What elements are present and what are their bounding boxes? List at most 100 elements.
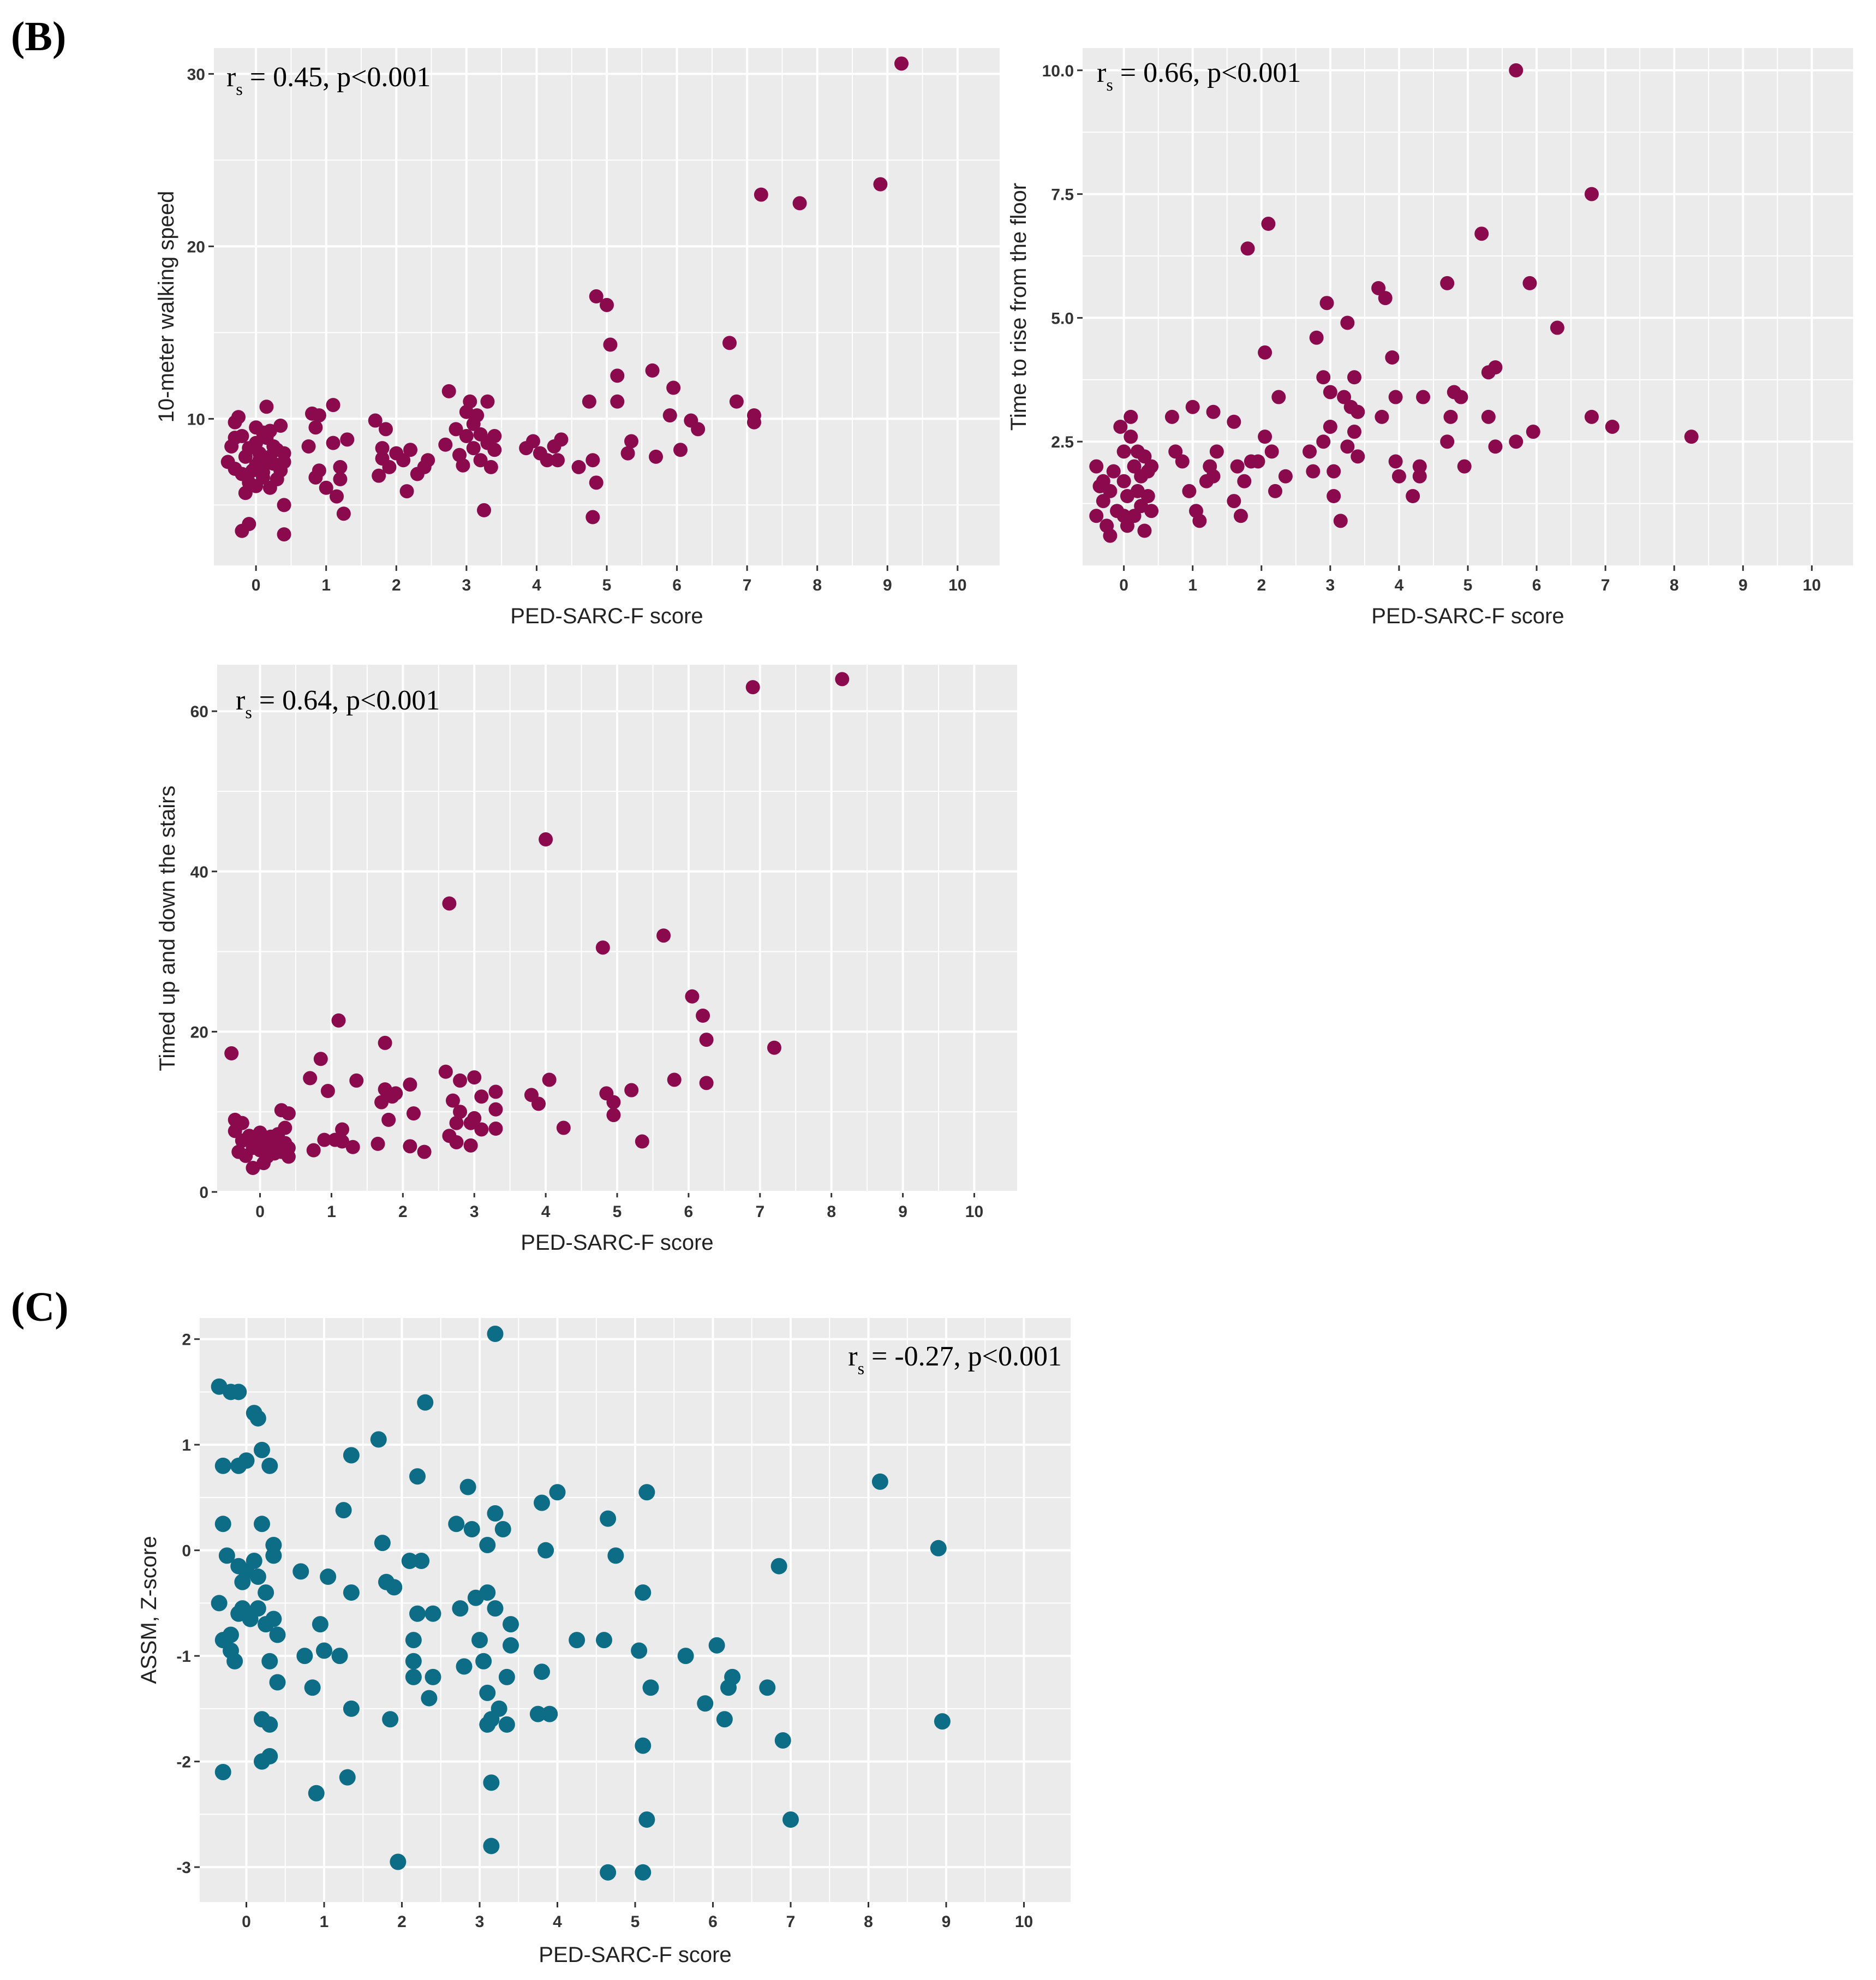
data-point: [230, 1383, 247, 1400]
data-point: [541, 1705, 558, 1722]
data-point: [754, 187, 768, 202]
data-point: [296, 1648, 313, 1665]
data-point: [1457, 459, 1472, 474]
data-point: [685, 989, 700, 1004]
correlation-annotation: rs = 0.66, p<0.001: [1097, 57, 1301, 94]
data-point: [277, 455, 291, 469]
data-point: [459, 429, 474, 443]
data-point: [1509, 63, 1523, 77]
data-point: [549, 1484, 566, 1501]
data-point: [673, 443, 688, 457]
data-point: [491, 1700, 507, 1717]
data-point: [463, 1138, 478, 1153]
data-point: [1327, 488, 1341, 503]
data-point: [333, 460, 348, 474]
x-tick-label: 10: [1015, 1913, 1033, 1931]
y-tick-label: 5.0: [1051, 309, 1074, 327]
x-tick-label: 7: [1601, 576, 1610, 594]
data-point: [487, 1600, 504, 1617]
data-point: [1391, 469, 1406, 484]
data-point: [335, 1122, 350, 1137]
data-point: [1316, 370, 1331, 385]
data-point: [494, 1520, 511, 1537]
data-point: [1319, 296, 1334, 311]
data-point: [312, 408, 326, 423]
stairs-scatter-plot: 0 1 2 3 4 5 6 7 8 9 10 0 20 40 60 PED-SARC-F score Timed…: [156, 665, 1017, 1255]
data-point: [223, 1626, 239, 1643]
data-point: [1443, 409, 1458, 424]
data-point: [1230, 459, 1245, 474]
annotation-r: r: [226, 62, 236, 93]
data-point: [716, 1711, 733, 1728]
data-point: [349, 1073, 364, 1088]
x-tick-label: 7: [786, 1913, 796, 1931]
data-point: [246, 1553, 262, 1570]
data-point: [770, 1558, 787, 1575]
data-point: [600, 1864, 617, 1881]
data-point: [211, 1595, 228, 1612]
x-tick-label: 3: [475, 1913, 485, 1931]
y-tick-label: 40: [190, 863, 208, 881]
data-point: [487, 443, 502, 457]
data-point: [1103, 484, 1118, 498]
data-point: [767, 1040, 781, 1055]
x-tick-label: 9: [942, 1913, 951, 1931]
data-point: [529, 1705, 546, 1722]
data-point: [1309, 330, 1324, 345]
data-point: [1096, 494, 1110, 509]
data-point: [542, 1072, 557, 1087]
data-point: [1526, 425, 1540, 439]
data-point: [635, 1134, 649, 1149]
data-point: [606, 1108, 621, 1123]
data-point: [894, 56, 909, 71]
data-point: [475, 1653, 492, 1669]
data-point: [1316, 434, 1331, 449]
data-point: [265, 1547, 282, 1564]
data-point: [269, 1674, 286, 1691]
data-point: [371, 1136, 385, 1151]
data-point: [1206, 469, 1221, 484]
data-point: [456, 1658, 473, 1675]
data-point: [1605, 419, 1620, 434]
data-point: [569, 1632, 585, 1649]
x-tick-label: 5: [602, 576, 612, 594]
data-point: [425, 1668, 441, 1685]
data-point: [396, 453, 411, 468]
x-tick-label: 8: [1670, 576, 1679, 594]
data-point: [343, 1447, 360, 1464]
data-point: [453, 1073, 468, 1088]
data-point: [1264, 444, 1279, 459]
data-point: [1089, 459, 1104, 474]
data-point: [1096, 474, 1110, 488]
data-point: [1375, 409, 1389, 424]
y-tick-label: 10.0: [1042, 62, 1074, 80]
data-point: [382, 460, 397, 474]
data-point: [317, 1132, 332, 1147]
data-point: [503, 1637, 519, 1654]
data-point: [438, 1064, 453, 1079]
data-point: [230, 1605, 247, 1622]
data-point: [320, 1084, 335, 1099]
y-axis-title: Timed up and down the stairs: [156, 785, 180, 1071]
correlation-annotation: rs = 0.45, p<0.001: [226, 62, 431, 99]
x-tick-label: 10: [1803, 576, 1821, 594]
data-point: [1385, 350, 1400, 365]
data-point: [306, 1143, 321, 1158]
data-point: [582, 394, 596, 409]
data-point: [1303, 444, 1317, 459]
data-point: [585, 510, 600, 524]
data-point: [642, 1679, 659, 1696]
x-tick-label: 0: [255, 1203, 265, 1221]
data-point: [1327, 464, 1341, 479]
data-point: [620, 446, 635, 461]
data-point: [224, 1046, 239, 1061]
data-point: [610, 394, 625, 409]
data-point: [479, 1537, 496, 1554]
y-tick-label: 20: [190, 1023, 208, 1041]
data-point: [873, 177, 888, 192]
x-tick-label: 8: [827, 1203, 836, 1221]
data-point: [378, 1035, 392, 1050]
data-point: [1227, 494, 1241, 509]
data-point: [375, 441, 390, 456]
data-point: [261, 1716, 278, 1733]
